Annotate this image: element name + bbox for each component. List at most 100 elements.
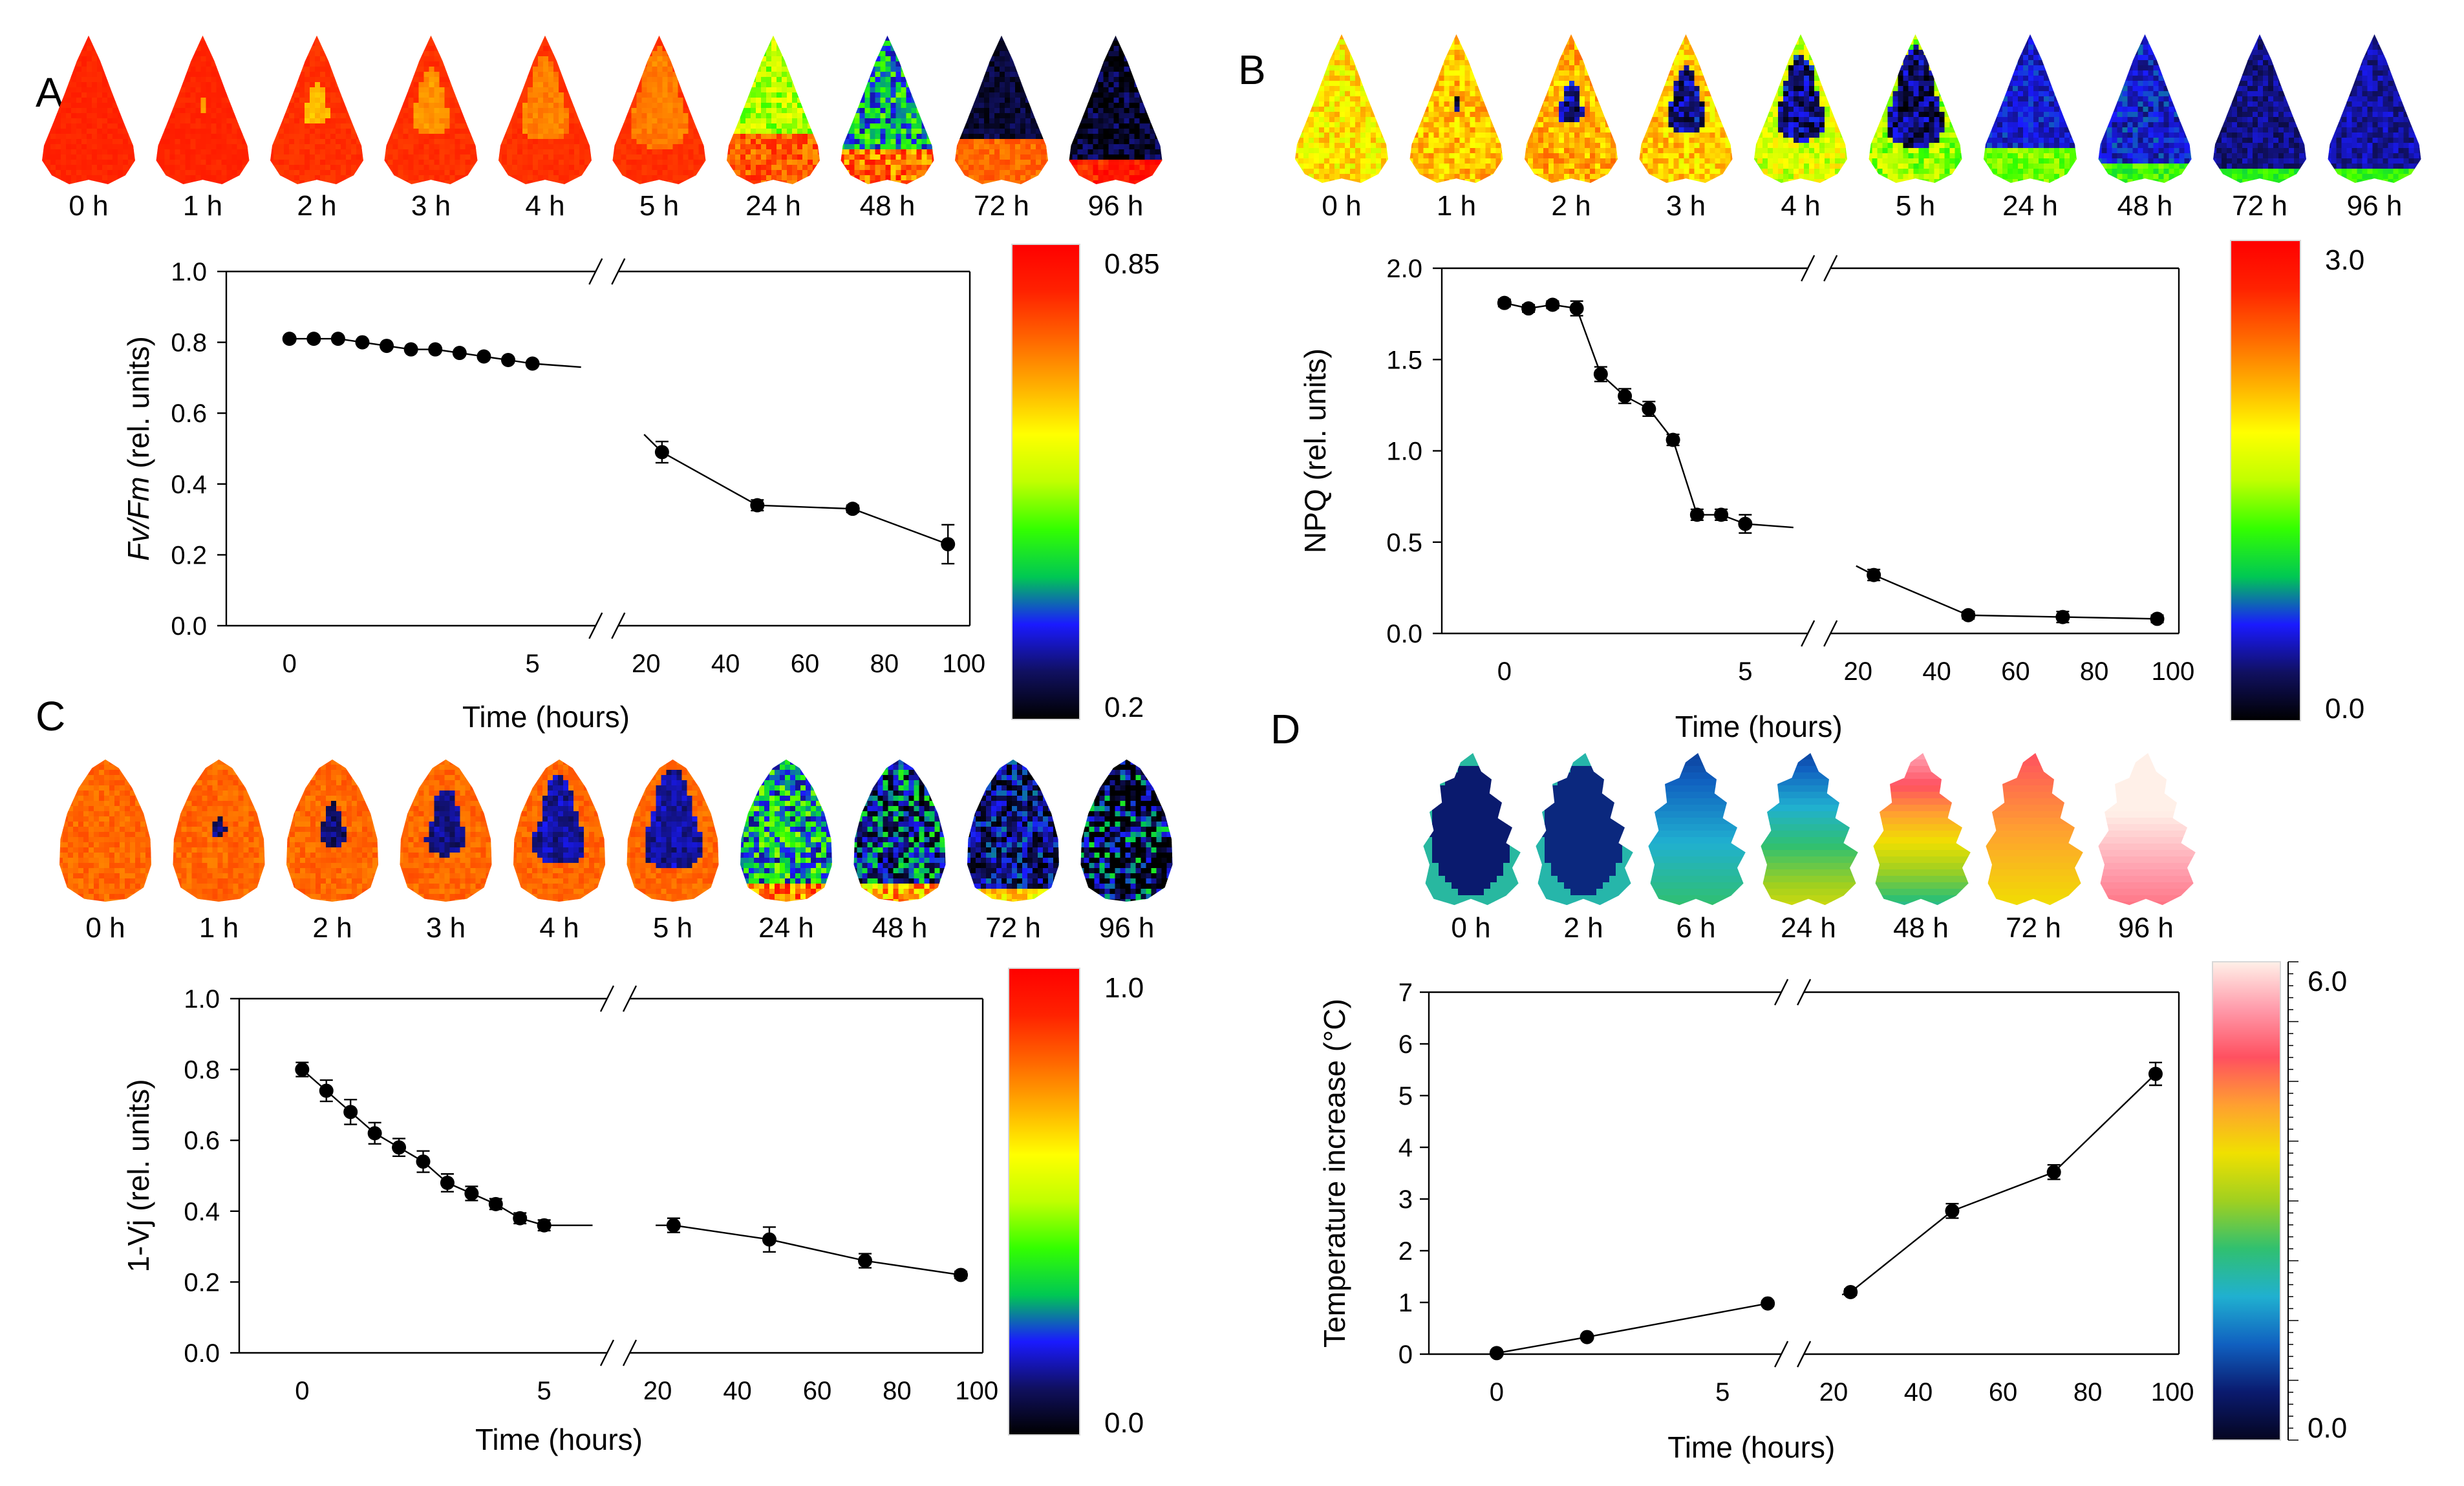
x-tick-label: 0 <box>283 650 297 678</box>
colorbar: 0.85 0.2 <box>1011 244 1160 723</box>
x-tick-label: 0 <box>295 1377 309 1405</box>
x-tick-label: 40 <box>723 1377 752 1405</box>
data-point <box>488 1196 503 1211</box>
x-tick-label: 0 <box>1497 657 1512 686</box>
panel-letter: B <box>1238 47 1266 93</box>
leaf-time-label: 5 h <box>1896 190 1935 222</box>
y-tick-label: 0.2 <box>184 1268 220 1297</box>
y-tick-label: 0.8 <box>184 1056 220 1085</box>
y-tick-label: 0.5 <box>1386 529 1422 557</box>
data-point <box>1843 1285 1858 1299</box>
leaf-time-label: 48 h <box>872 912 928 944</box>
data-point <box>666 1218 681 1233</box>
y-tick-label: 0.6 <box>171 399 207 428</box>
data-point <box>1489 1346 1504 1361</box>
y-tick-label: 0.6 <box>184 1127 220 1155</box>
colorbar-max-label: 0.85 <box>1104 248 1160 280</box>
x-axis-label: Time (hours) <box>1667 1430 1835 1464</box>
leaf-time-label: 3 h <box>411 190 451 222</box>
axis-break-mark <box>1774 1341 1789 1368</box>
data-point <box>845 502 860 516</box>
leaf-time-label: 72 h <box>985 912 1041 944</box>
y-tick-label: 0.4 <box>184 1198 220 1226</box>
leaf-time-label: 0 h <box>69 190 108 222</box>
y-axis-label: 1-Vj (rel. units) <box>122 1079 155 1272</box>
data-point <box>1945 1204 1960 1218</box>
y-tick-label: 6 <box>1398 1030 1413 1059</box>
data-point <box>464 1186 479 1201</box>
leaf-time-label: 3 h <box>1666 190 1706 222</box>
panel-letter: A <box>36 69 63 116</box>
data-point <box>306 332 321 346</box>
leaf-time-label: 2 h <box>312 912 352 944</box>
axis-break-mark <box>622 1339 637 1366</box>
data-point <box>1569 301 1584 316</box>
colorbar-gradient <box>1008 968 1080 1436</box>
data-point <box>954 1268 969 1282</box>
leaf-time-label: 0 h <box>85 912 125 944</box>
panel-letter: D <box>1270 706 1300 752</box>
y-tick-label: 0.0 <box>171 612 207 641</box>
data-point <box>403 342 418 357</box>
x-tick-label: 20 <box>1844 657 1873 686</box>
chart: 0.0 0.5 1.0 1.5 2.0 0 5 20 40 60 80 100 Time (hours)… <box>1298 255 2194 743</box>
data-point <box>762 1232 777 1247</box>
leaf-time-label: 4 h <box>525 190 564 222</box>
data-point <box>330 332 345 346</box>
leaf-time-label: 1 h <box>1437 190 1476 222</box>
leaf-time-label: 48 h <box>860 190 916 222</box>
y-tick-label: 1.0 <box>171 258 207 286</box>
x-tick-label: 60 <box>803 1377 832 1405</box>
y-tick-label: 0.0 <box>1386 620 1422 648</box>
x-tick-label: 20 <box>632 650 661 678</box>
x-tick-label: 80 <box>2080 657 2109 686</box>
data-point <box>1761 1296 1775 1311</box>
y-tick-label: 0.0 <box>184 1339 220 1368</box>
data-point <box>941 536 956 551</box>
y-tick-label: 5 <box>1398 1082 1413 1110</box>
y-tick-label: 1 <box>1398 1289 1413 1317</box>
leaf-time-label: 3 h <box>426 912 466 944</box>
data-point <box>1961 608 1976 622</box>
data-point <box>295 1062 310 1077</box>
x-tick-label: 80 <box>2073 1378 2103 1406</box>
x-tick-label: 20 <box>643 1377 672 1405</box>
axis-break-mark <box>1797 1341 1812 1368</box>
data-point <box>2148 1067 2163 1081</box>
x-tick-label: 100 <box>2151 657 2194 686</box>
leaf-time-label: 48 h <box>2117 190 2173 222</box>
data-point <box>416 1154 431 1169</box>
axis-break-mark <box>622 985 637 1012</box>
axis-break-mark <box>1797 979 1812 1006</box>
leaf-time-label: 96 h <box>1099 912 1155 944</box>
y-tick-label: 0.8 <box>171 329 207 357</box>
data-point <box>858 1253 872 1268</box>
data-point <box>2055 610 2070 624</box>
data-point <box>500 353 515 367</box>
x-axis-label: Time (hours) <box>462 700 630 734</box>
leaf-time-label: 5 h <box>653 912 692 944</box>
x-tick-label: 40 <box>1904 1378 1933 1406</box>
colorbar-gradient <box>2230 240 2301 721</box>
y-tick-label: 0.4 <box>171 471 207 499</box>
x-tick-label: 60 <box>1989 1378 2018 1406</box>
x-tick-label: 80 <box>870 650 899 678</box>
x-tick-label: 5 <box>537 1377 552 1405</box>
colorbar-gradient <box>2212 961 2281 1441</box>
data-point <box>343 1105 358 1120</box>
x-tick-label: 5 <box>1715 1378 1730 1406</box>
data-point <box>2150 611 2165 626</box>
x-tick-label: 60 <box>2001 657 2030 686</box>
leaf-time-label: 24 h <box>2002 190 2058 222</box>
data-point <box>1497 295 1512 310</box>
data-point <box>1618 388 1633 403</box>
data-point <box>1714 507 1729 522</box>
x-tick-label: 40 <box>1922 657 1951 686</box>
x-tick-label: 5 <box>1738 657 1752 686</box>
data-point <box>319 1083 334 1098</box>
data-point <box>2046 1165 2061 1180</box>
colorbar-min-label: 0.2 <box>1104 692 1144 723</box>
data-point <box>1738 516 1753 531</box>
colorbar-min-label: 0.0 <box>2325 693 2364 725</box>
